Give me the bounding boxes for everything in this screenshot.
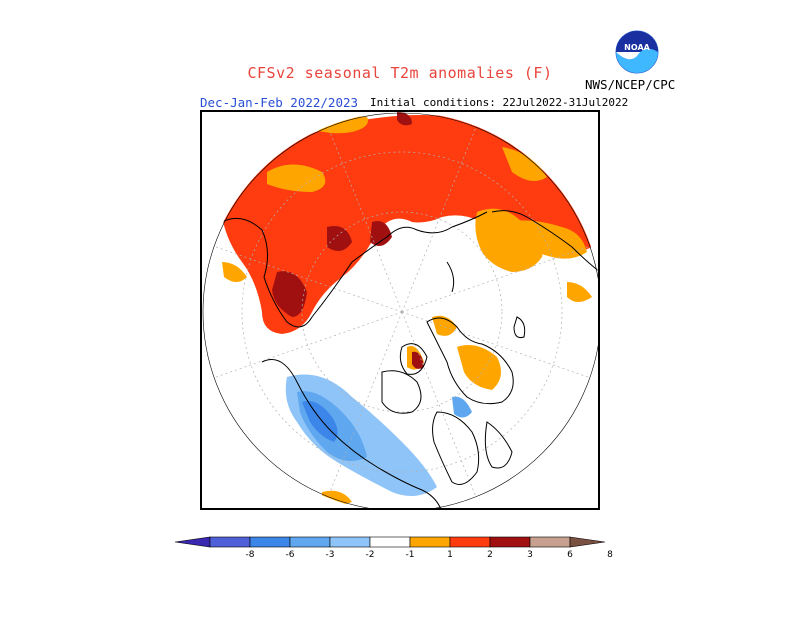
colorbar-tick-label: -2	[366, 550, 375, 560]
colorbar-arrow-high	[569, 536, 606, 548]
colorbar-tick-label: 8	[607, 550, 613, 560]
colorbar-tick-label: 1	[447, 550, 453, 560]
colorbar-cell	[369, 536, 411, 548]
polar-projection	[202, 112, 598, 508]
noaa-logo-text: NOAA	[624, 43, 650, 52]
colorbar-cell	[249, 536, 291, 548]
colorbar-cell	[449, 536, 491, 548]
colorbar-arrow-low	[174, 536, 211, 548]
colorbar-tick-label: -3	[326, 550, 335, 560]
colorbar-tick-label: -6	[286, 550, 295, 560]
agency-label: NWS/NCEP/CPC	[585, 77, 676, 92]
colorbar-tick-label: 6	[567, 550, 573, 560]
warm-anomaly-region-darkred	[272, 271, 307, 317]
colorbar-cell	[329, 536, 371, 548]
colorbar-cell	[529, 536, 571, 548]
anomaly-map	[200, 110, 600, 510]
colorbar-tick-label: 2	[487, 550, 493, 560]
colorbar-tick-label: -8	[246, 550, 255, 560]
forecast-period: Dec-Jan-Feb 2022/2023	[200, 95, 359, 110]
legend-colorbar: -8 -6 -3 -2 -1 1 2 3 6 8	[174, 536, 613, 560]
warm-anomaly-region-orange	[267, 164, 326, 192]
colorbar-tick-label: 3	[527, 550, 533, 560]
colorbar-cell	[409, 536, 451, 548]
colorbar-cell	[289, 536, 331, 548]
coastline	[221, 211, 488, 328]
colorbar-tick-label: -1	[406, 550, 415, 560]
noaa-logo-icon: NOAA	[615, 30, 659, 74]
map-title: CFSv2 seasonal T2m anomalies (F)	[247, 64, 553, 82]
cool-anomaly-region-darkblue	[302, 401, 338, 442]
colorbar-cell	[489, 536, 531, 548]
initial-conditions: Initial conditions: 22Jul2022-31Jul2022	[370, 96, 629, 109]
colorbar-cell	[209, 536, 251, 548]
